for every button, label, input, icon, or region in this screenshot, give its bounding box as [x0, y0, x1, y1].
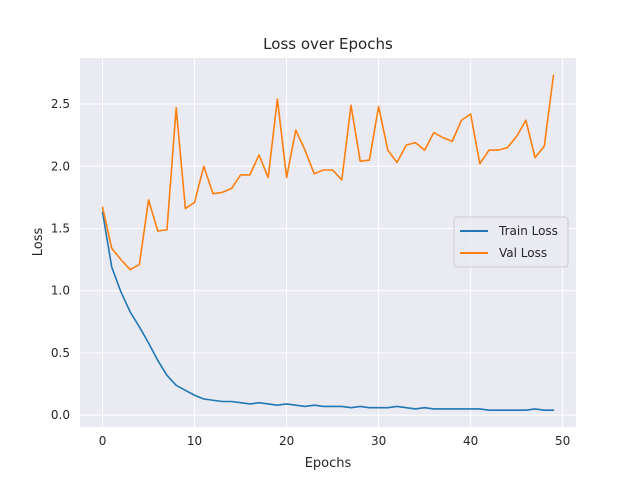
y-axis-label: Loss	[31, 228, 46, 257]
train-loss-line	[101, 211, 555, 412]
chart-title: Loss over Epochs	[263, 35, 393, 53]
x-tick-labels: 0 10 20 30 40 50	[99, 434, 571, 448]
legend-label-train: Train Loss	[498, 224, 558, 238]
x-tick-label: 30	[371, 434, 386, 448]
val-loss-line	[101, 74, 555, 271]
y-tick-label: 1.0	[51, 284, 70, 298]
y-tick-labels: 0.0 0.5 1.0 1.5 2.0 2.5	[51, 97, 70, 422]
y-tick-label: 1.5	[51, 221, 70, 235]
y-tick-label: 2.0	[51, 159, 70, 173]
x-tick-label: 50	[555, 434, 570, 448]
y-tick-label: 0.0	[51, 408, 70, 422]
y-tick-label: 2.5	[51, 97, 70, 111]
x-tick-label: 20	[279, 434, 294, 448]
x-tick-label: 40	[463, 434, 478, 448]
x-axis-label: Epochs	[305, 456, 352, 471]
x-tick-label: 10	[187, 434, 202, 448]
legend-box	[453, 216, 569, 268]
legend-label-val: Val Loss	[499, 246, 547, 260]
legend: Train Loss Val Loss	[453, 216, 569, 268]
x-tick-label: 0	[99, 434, 107, 448]
series-lines	[101, 74, 555, 412]
y-tick-label: 0.5	[51, 346, 70, 360]
